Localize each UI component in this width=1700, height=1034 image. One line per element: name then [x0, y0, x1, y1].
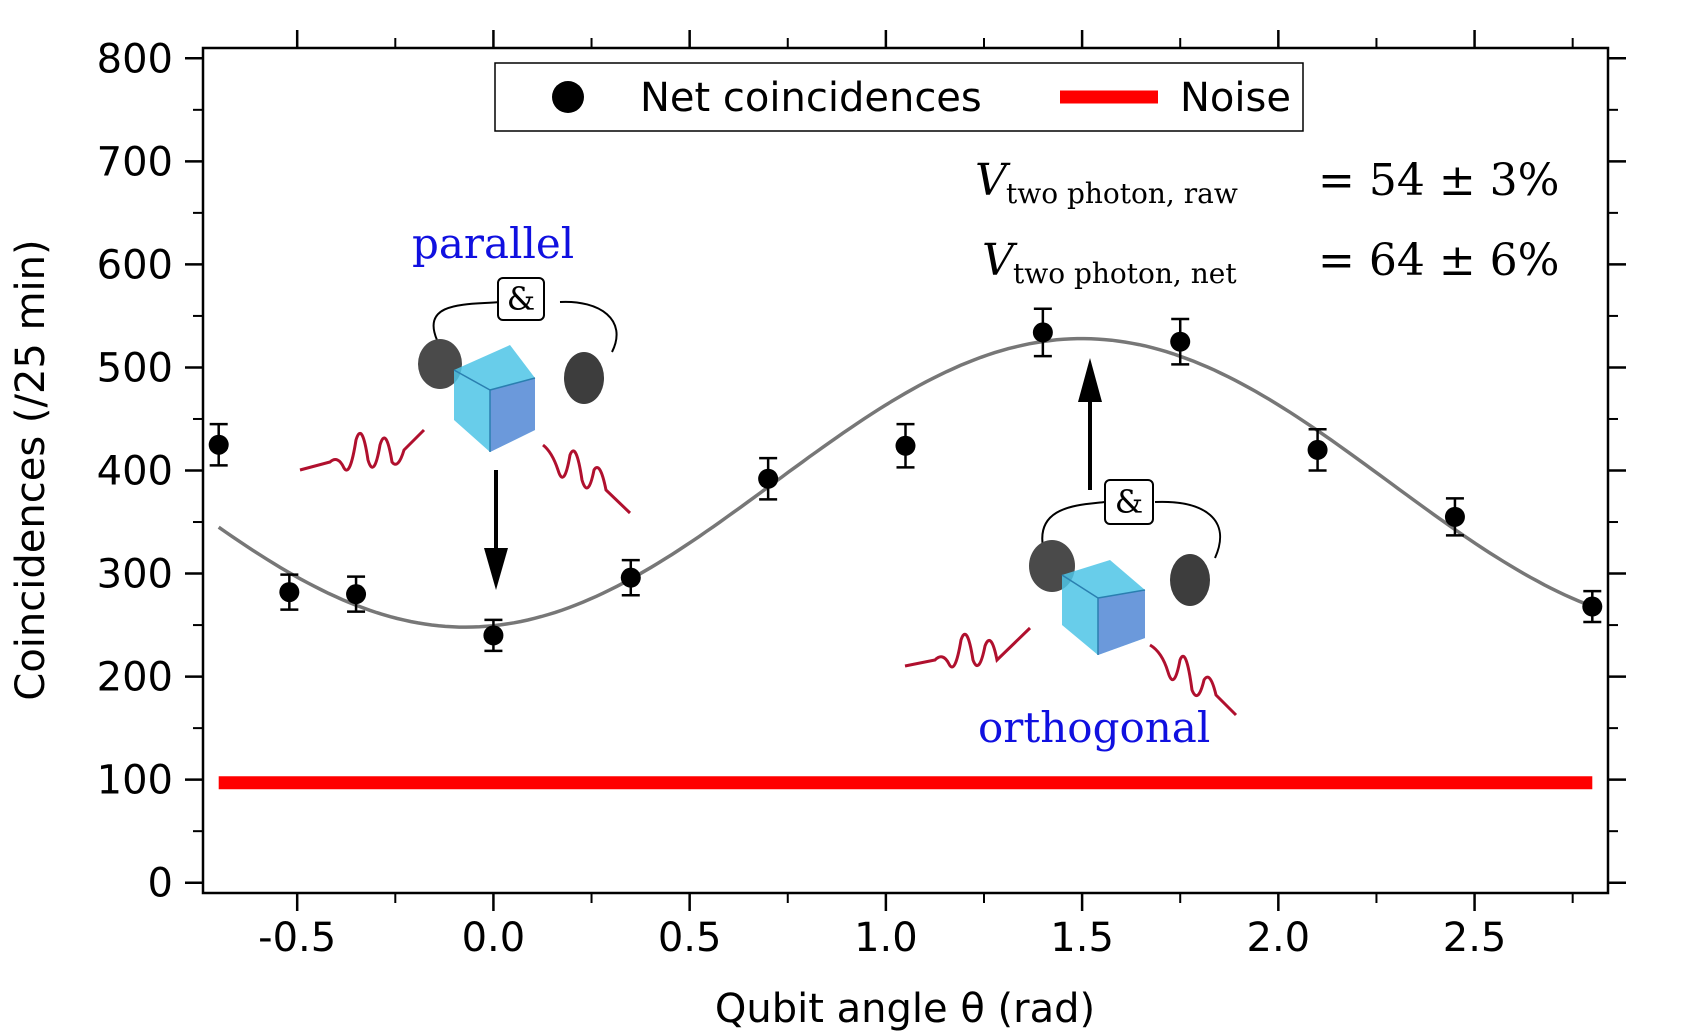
- data-point: [758, 456, 779, 501]
- data-marker: [1582, 596, 1603, 617]
- y-tick-label-100: 100: [97, 758, 173, 804]
- y-tick-label-200: 200: [97, 655, 173, 701]
- y-tick-label-500: 500: [97, 345, 173, 391]
- parallel-detector-left-icon: [418, 339, 462, 389]
- visibility-raw-symbol: V: [975, 155, 1011, 206]
- parallel-photon-right-icon: [542, 443, 632, 515]
- visibility-net-value: = 64 ± 6%: [1318, 235, 1559, 286]
- data-point: [1582, 589, 1603, 624]
- data-marker: [1444, 506, 1465, 527]
- data-point: [346, 575, 367, 613]
- data-point: [895, 422, 916, 469]
- y-tick-label-300: 300: [97, 552, 173, 598]
- data-marker: [483, 625, 504, 646]
- parallel-beamsplitter-cube-icon: [453, 345, 536, 452]
- data-marker: [208, 434, 229, 455]
- data-marker: [1307, 439, 1328, 460]
- visibility-raw-annotation: V two photon, raw = 54 ± 3%: [975, 155, 1559, 210]
- data-marker: [279, 582, 300, 603]
- data-marker: [346, 584, 367, 605]
- orthogonal-beamsplitter-cube-icon: [1061, 560, 1146, 655]
- y-tick-label-700: 700: [97, 139, 173, 185]
- x-tick-label-2: 2.0: [1247, 915, 1311, 961]
- visibility-raw-value: = 54 ± 3%: [1318, 155, 1559, 206]
- x-tick-label-1: 1.0: [854, 915, 918, 961]
- y-tick-label-800: 800: [97, 36, 173, 82]
- data-point: [1032, 307, 1053, 358]
- visibility-net-subscript: two photon, net: [1013, 257, 1237, 290]
- data-point: [620, 558, 641, 597]
- data-marker: [1032, 322, 1053, 343]
- x-tick-label-0: 0.0: [462, 915, 526, 961]
- legend: Net coincidences Noise: [494, 62, 1304, 132]
- visibility-net-symbol: V: [982, 235, 1018, 286]
- orthogonal-wire: [1041, 500, 1221, 559]
- data-point: [279, 573, 300, 611]
- data-point: [1307, 428, 1328, 472]
- orthogonal-photon-right-icon: [1149, 643, 1238, 717]
- legend-box: [494, 62, 1304, 132]
- visibility-raw-subscript: two photon, raw: [1006, 177, 1238, 210]
- parallel-photon-left-icon: [299, 428, 426, 472]
- data-point: [208, 422, 229, 467]
- legend-marker-net-coincidences: [552, 81, 584, 113]
- data-marker: [1170, 331, 1191, 352]
- orthogonal-ampersand-box: [1104, 479, 1154, 525]
- y-axis-ticks: 0 100 200 300 400 500 600 700 800: [97, 36, 1626, 907]
- parallel-detector-right-icon: [564, 352, 604, 404]
- x-tick-label--0.5: -0.5: [258, 915, 336, 961]
- orthogonal-detector-right-icon: [1170, 554, 1210, 606]
- y-tick-label-0: 0: [148, 861, 173, 907]
- orthogonal-arrow: [1078, 358, 1102, 490]
- y-tick-label-400: 400: [97, 449, 173, 495]
- parallel-inset: parallel &: [299, 219, 632, 515]
- x-tick-label-1.5: 1.5: [1050, 915, 1114, 961]
- x-tick-label-2.5: 2.5: [1443, 915, 1507, 961]
- net-coincidences-points: [208, 307, 1603, 653]
- data-point: [483, 618, 504, 653]
- data-point: [1444, 497, 1465, 537]
- parallel-wire: [432, 300, 618, 353]
- x-axis-title: Qubit angle θ (rad): [715, 986, 1095, 1032]
- legend-label-noise: Noise: [1180, 75, 1291, 121]
- legend-label-net-coincidences: Net coincidences: [640, 75, 982, 121]
- data-point: [1170, 317, 1191, 366]
- orthogonal-inset: & orthogonal: [904, 479, 1238, 752]
- fit-curve: [217, 336, 1593, 629]
- x-axis-ticks: -0.5 0.0 0.5 1.0 1.5 2.0 2.5: [258, 30, 1574, 961]
- orthogonal-ampersand: &: [1115, 483, 1143, 521]
- y-axis-title: Coincidences (/25 min): [8, 239, 54, 700]
- x-tick-label-0.5: 0.5: [658, 915, 722, 961]
- parallel-ampersand: &: [507, 280, 535, 318]
- data-marker: [620, 567, 641, 588]
- visibility-net-annotation: V two photon, net = 64 ± 6%: [982, 235, 1559, 290]
- orthogonal-photon-left-icon: [904, 626, 1032, 669]
- parallel-label: parallel: [412, 219, 574, 268]
- data-marker: [895, 435, 916, 456]
- orthogonal-label: orthogonal: [978, 703, 1210, 752]
- parallel-arrow: [484, 470, 508, 590]
- y-tick-label-600: 600: [97, 242, 173, 288]
- data-marker: [758, 468, 779, 489]
- parallel-ampersand-box: [497, 277, 545, 321]
